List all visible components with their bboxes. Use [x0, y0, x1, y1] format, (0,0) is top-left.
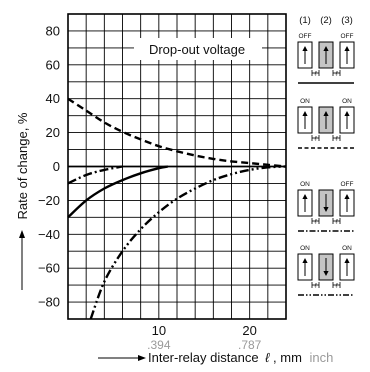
arrow-up-icon [302, 111, 308, 116]
gap-label: ℓ [313, 71, 317, 78]
y-tick-label: −40 [38, 227, 60, 242]
arrow-down-icon [323, 207, 329, 212]
y-tick-label: 0 [53, 159, 60, 174]
y-tick-labels: 80 60 40 20 0 −20 −40 −60 −80 [38, 23, 60, 309]
gap-label: ℓ [334, 219, 338, 226]
gap-label: ℓ [313, 219, 317, 226]
plot-area-frame [67, 13, 287, 320]
arrow-up-icon [323, 46, 329, 51]
y-tick-label: 20 [46, 125, 60, 140]
y-tick-label: −20 [38, 193, 60, 208]
x-axis-unit-mm: , mm [273, 350, 302, 365]
gap-label: ℓ [313, 283, 317, 290]
x-axis-arrow-head [138, 355, 146, 361]
x-tick-label-inch: .787 [238, 338, 262, 352]
arrow-up-icon [323, 111, 329, 116]
legend-row: ON OFF ℓ ℓ [297, 181, 355, 232]
relay-state-right: ON [342, 98, 352, 105]
relay-state-left: ON [300, 98, 310, 105]
legend: (1) (2) (3) OFF OFF ℓ ℓ ON ON ℓ ℓ ON OFF ℓ ℓ ON ON ℓ ℓ [297, 15, 355, 296]
arrow-up-icon [344, 111, 350, 116]
y-tick-label: 80 [46, 23, 60, 38]
y-axis-arrow-head [19, 230, 25, 238]
legend-position-label: (3) [341, 15, 353, 26]
x-tick-label: 20 [242, 323, 256, 338]
x-axis-title: Inter-relay distance ℓ , mm inch [148, 350, 333, 365]
arrow-up-icon [344, 46, 350, 51]
legend-row: ON ON ℓ ℓ [297, 98, 355, 149]
y-axis-label: Rate of change, % [15, 112, 30, 219]
series-line-dash-dot [67, 165, 123, 185]
grid [68, 14, 286, 319]
y-tick-label: 60 [46, 57, 60, 72]
x-axis-title-text: Inter-relay distance [148, 350, 259, 365]
arrow-up-icon [344, 258, 350, 263]
legend-row: ON ON ℓ ℓ [297, 245, 355, 296]
relay-state-right: ON [342, 245, 352, 252]
relay-state-left: ON [300, 245, 310, 252]
x-tick-labels: 10.394 20.787 [147, 323, 262, 352]
relay-state-right: OFF [341, 33, 354, 40]
y-tick-label: −80 [38, 295, 60, 310]
series-line-solid [67, 165, 169, 219]
relay-state-left: OFF [299, 33, 312, 40]
gap-label: ℓ [334, 283, 338, 290]
annotation-box [134, 38, 262, 60]
series-line-dash-dot-dot [89, 165, 287, 320]
y-tick-label: −60 [38, 261, 60, 276]
relay-state-left: ON [300, 181, 310, 188]
x-axis-unit-inch: inch [310, 350, 334, 365]
x-axis-symbol: ℓ [265, 350, 270, 365]
legend-position-label: (1) [299, 15, 311, 26]
series-lines [67, 97, 287, 320]
x-tick-label: 10 [152, 323, 166, 338]
gap-label: ℓ [313, 136, 317, 143]
arrow-up-icon [302, 194, 308, 199]
arrow-up-icon [344, 194, 350, 199]
y-tick-label: 40 [46, 91, 60, 106]
arrow-down-icon [323, 271, 329, 276]
gap-label: ℓ [334, 136, 338, 143]
gap-label: ℓ [334, 71, 338, 78]
legend-row: OFF OFF ℓ ℓ [297, 33, 355, 84]
arrow-up-icon [302, 258, 308, 263]
series-line-dashed [67, 97, 287, 168]
arrow-up-icon [302, 46, 308, 51]
legend-position-label: (2) [320, 15, 332, 26]
x-tick-label-inch: .394 [147, 338, 171, 352]
annotation-drop-out-voltage: Drop-out voltage [149, 42, 245, 57]
y-axis-title: Rate of change, % [15, 112, 30, 219]
relay-state-right: OFF [341, 181, 354, 188]
